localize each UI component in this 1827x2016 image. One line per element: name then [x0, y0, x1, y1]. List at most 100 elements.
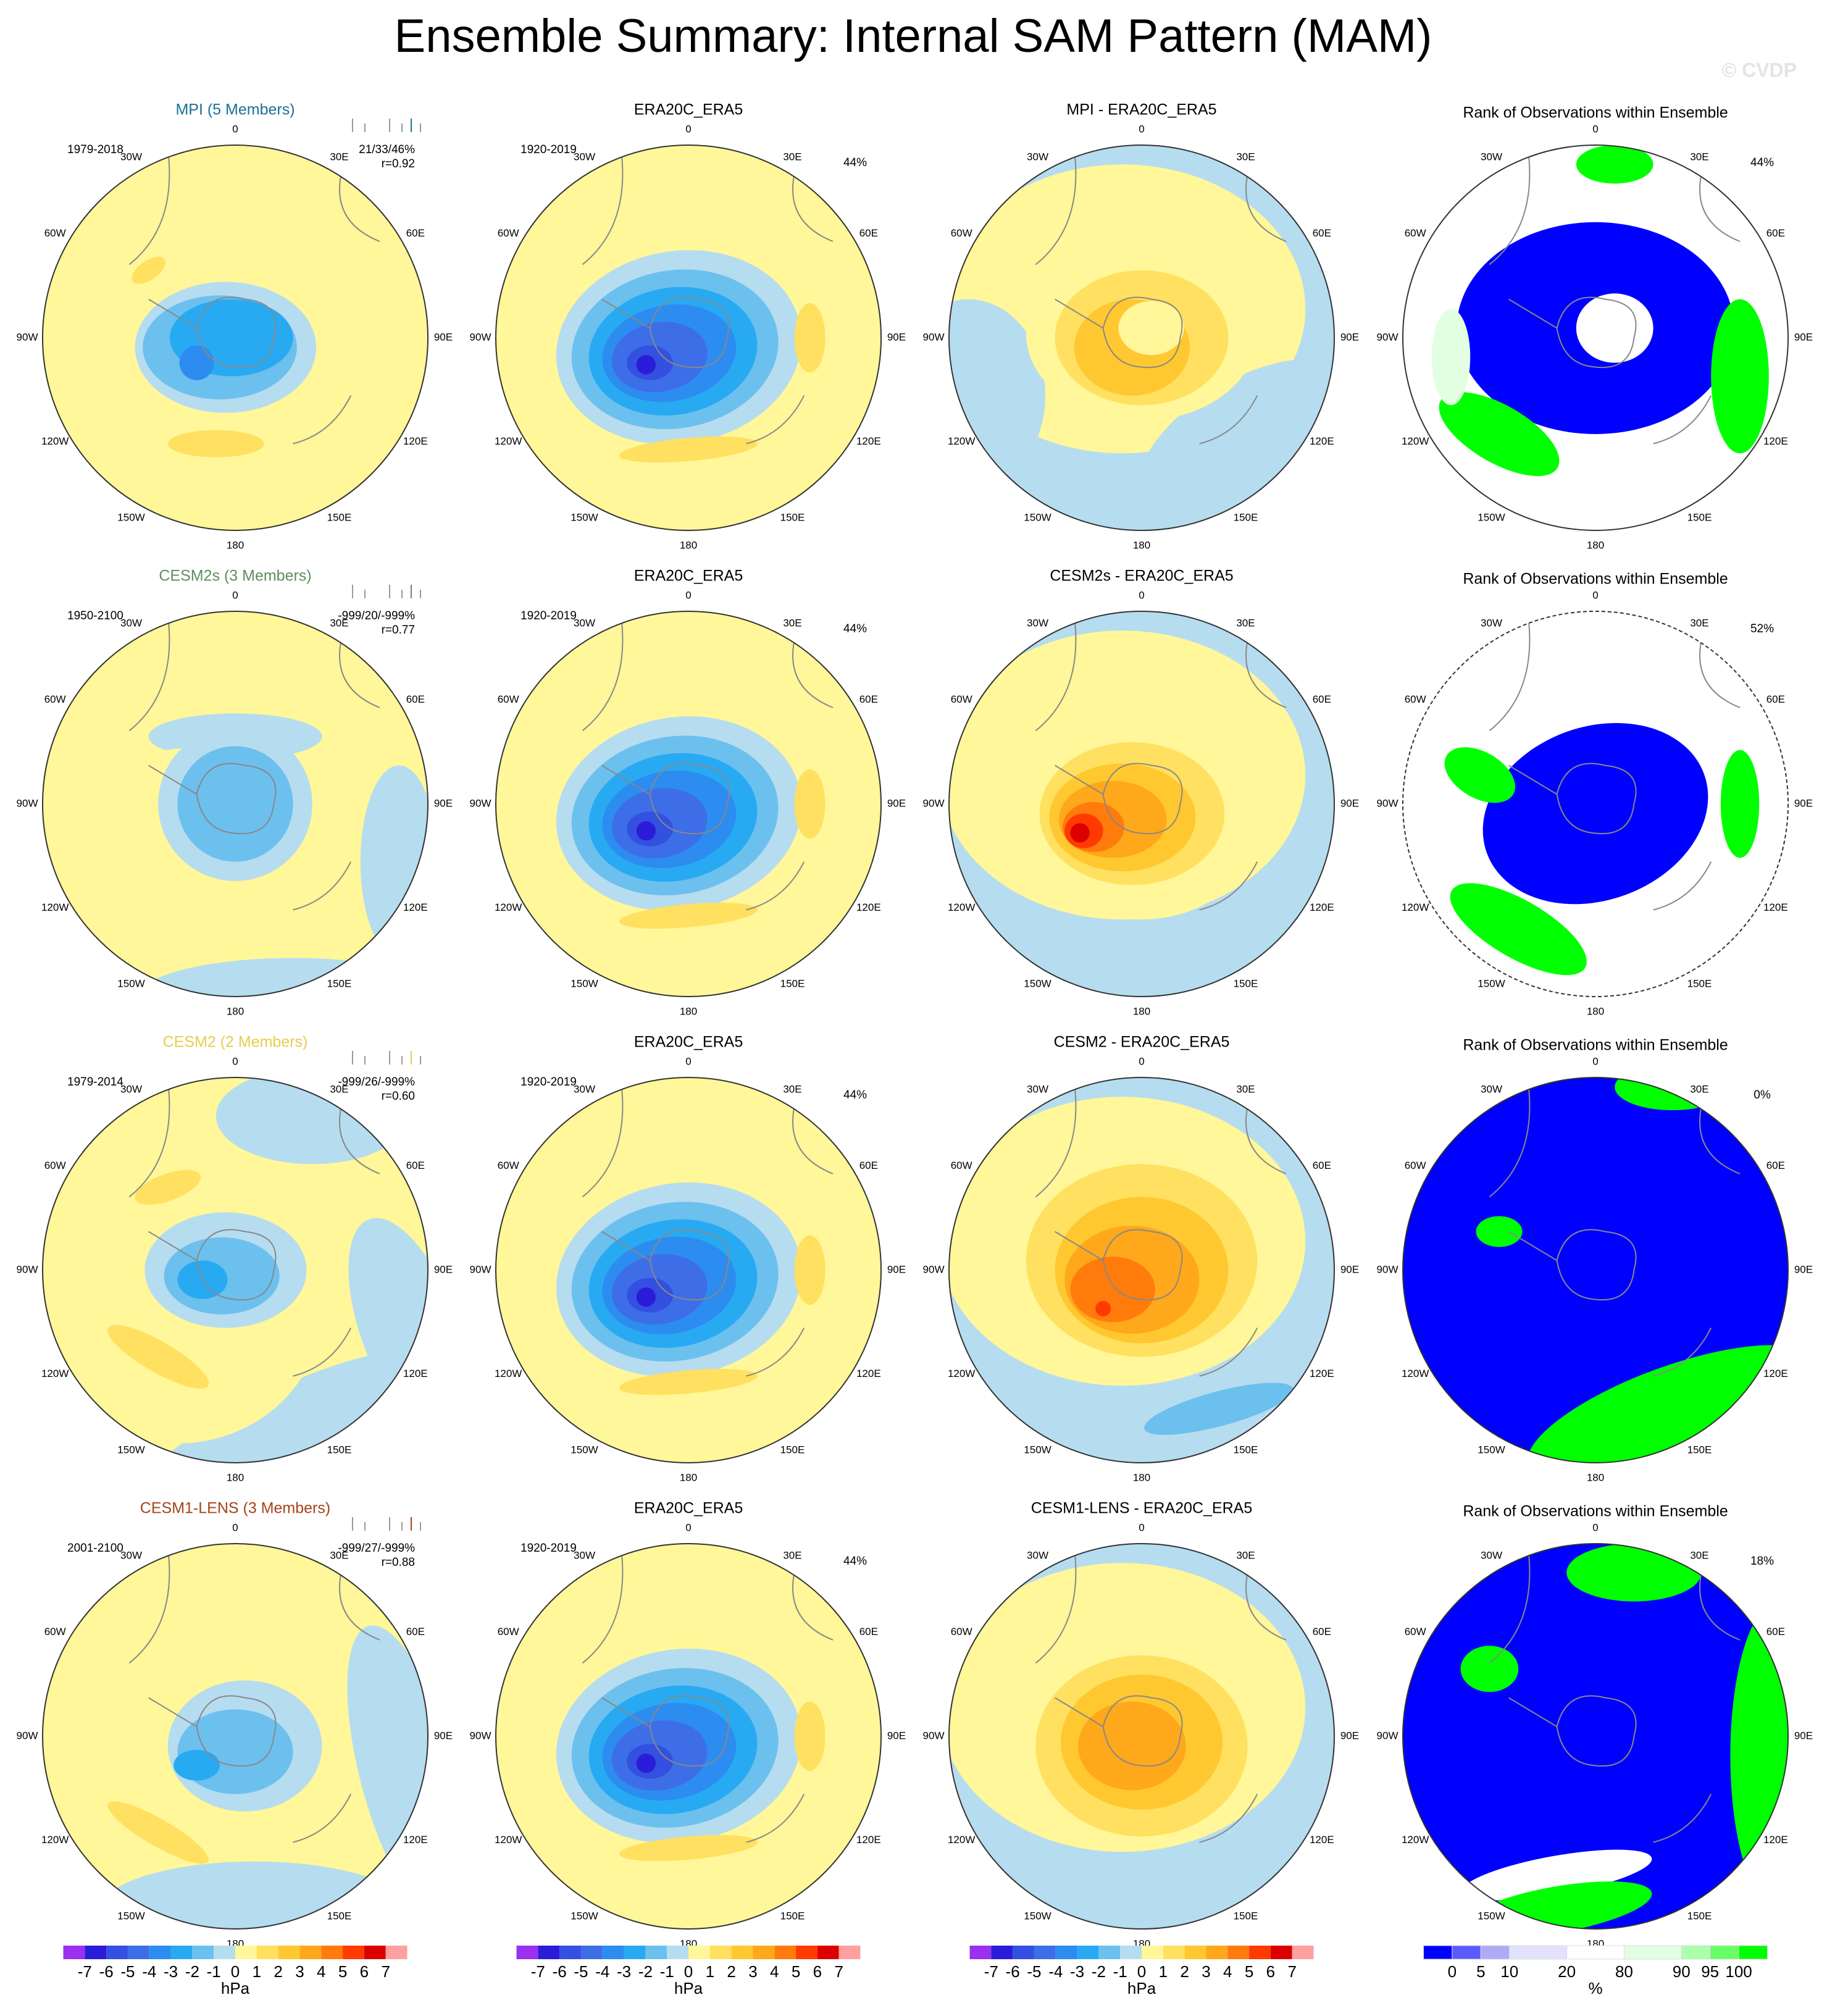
map — [1403, 611, 1788, 997]
colorbar-label: 2 — [727, 1962, 735, 1981]
longitude-label: 60E — [1766, 1626, 1785, 1637]
longitude-label: 0 — [1592, 590, 1598, 601]
longitude-label: 150W — [1478, 511, 1505, 523]
longitude-label: 150E — [1234, 1444, 1258, 1455]
colorbar-label: 5 — [338, 1962, 347, 1981]
longitude-label: 60E — [1766, 693, 1785, 705]
longitude-label: 90E — [434, 1729, 453, 1741]
colorbar-box — [1738, 1945, 1768, 1960]
stats: r=0.60 — [382, 1090, 415, 1103]
longitude-label: 90W — [470, 1729, 491, 1741]
coastline — [128, 1081, 380, 1377]
colorbar-box — [170, 1946, 193, 1959]
colorbar-box — [214, 1946, 235, 1959]
coastline — [582, 1547, 834, 1843]
longitude-label: 90W — [923, 797, 945, 809]
longitude-label: 30W — [574, 151, 595, 163]
colorbar-label: 10 — [1500, 1962, 1518, 1981]
longitude-label: 60W — [951, 693, 972, 705]
colorbar-label: 20 — [1558, 1962, 1576, 1981]
longitude-label: 120E — [1310, 901, 1334, 913]
longitude-label: 30W — [1481, 617, 1502, 629]
field-region — [1730, 1601, 1788, 1910]
coastline — [601, 296, 730, 369]
longitude-label: 120E — [1763, 901, 1788, 913]
longitude-label: 150E — [327, 1444, 352, 1455]
map-border — [495, 144, 882, 531]
longitude-label: 180 — [227, 1471, 244, 1483]
longitude-label: 0 — [685, 1522, 691, 1534]
longitude-label: 30E — [1236, 151, 1255, 163]
credit: © CVDP — [1722, 59, 1797, 81]
colorbar-box — [817, 1946, 839, 1959]
colorbar-label: 4 — [770, 1962, 779, 1981]
longitude-label: 30E — [1690, 617, 1708, 629]
colorbar-box — [235, 1946, 257, 1959]
longitude-label: 150W — [1024, 977, 1051, 989]
longitude-label: 120W — [495, 1368, 522, 1379]
stats: -999/27/-999% — [338, 1542, 415, 1555]
longitude-label: 30W — [574, 1550, 595, 1562]
longitude-label: 30E — [783, 617, 801, 629]
longitude-label: 150E — [1687, 1444, 1712, 1455]
panel-title: Rank of Observations within Ensemble — [1463, 1037, 1728, 1054]
field-region — [1095, 1300, 1111, 1316]
map-border — [948, 611, 1335, 997]
colorbar-box — [1423, 1945, 1453, 1960]
field-region — [1461, 1849, 1652, 1901]
colorbar-box — [624, 1946, 646, 1959]
longitude-label: 30E — [1236, 1550, 1255, 1562]
percent: 52% — [1750, 622, 1774, 635]
longitude-label: 180 — [1133, 1471, 1150, 1483]
colorbar-box — [106, 1946, 128, 1959]
longitude-label: 150W — [1024, 511, 1051, 523]
stats: 21/33/46% — [359, 143, 415, 156]
longitude-label: 90E — [434, 331, 453, 343]
longitude-label: 150W — [117, 511, 144, 523]
longitude-label: 30W — [574, 617, 595, 629]
longitude-label: 120E — [1310, 1834, 1334, 1846]
panel-title: ERA20C_ERA5 — [634, 567, 743, 585]
longitude-label: 60W — [1405, 693, 1426, 705]
longitude-label: 60E — [859, 693, 878, 705]
field-region — [360, 765, 428, 958]
field-region — [794, 303, 826, 373]
field-region — [132, 256, 165, 284]
longitude-label: 60E — [859, 227, 878, 239]
coastline — [1508, 1229, 1637, 1301]
coastline — [1035, 149, 1287, 445]
longitude-label: 150W — [1478, 977, 1505, 989]
map-border — [495, 1077, 882, 1463]
longitude-label: 120W — [1402, 901, 1429, 913]
coastline — [1055, 763, 1183, 835]
longitude-label: 120E — [1763, 435, 1788, 447]
longitude-label: 90E — [1340, 797, 1359, 809]
colorbar-box — [385, 1946, 408, 1959]
colorbar-box — [192, 1946, 214, 1959]
colorbar-box — [1509, 1945, 1568, 1960]
field-region — [636, 821, 656, 841]
coastline — [582, 149, 834, 445]
colorbar-label: 3 — [748, 1962, 757, 1981]
years: 2001-2100 — [67, 1542, 123, 1555]
longitude-label: 150E — [1687, 977, 1712, 989]
colorbar-label: -6 — [99, 1962, 114, 1981]
colorbar-box — [796, 1946, 817, 1959]
field-region — [619, 1368, 758, 1395]
longitude-label: 30W — [574, 1084, 595, 1095]
longitude-label: 30W — [120, 1550, 142, 1562]
field-region — [619, 902, 758, 929]
panel-title: CESM1-LENS - ERA20C_ERA5 — [1031, 1500, 1252, 1517]
longitude-label: 150W — [1478, 1910, 1505, 1922]
longitude-label: 30W — [120, 617, 142, 629]
field-region — [134, 1349, 428, 1463]
longitude-label: 0 — [1139, 1522, 1144, 1534]
colorbar-box — [1681, 1945, 1711, 1960]
coastline — [582, 1081, 834, 1377]
longitude-label: 120W — [948, 1834, 975, 1846]
longitude-label: 150E — [1234, 1910, 1258, 1922]
longitude-label: 120W — [948, 435, 975, 447]
longitude-label: 30E — [330, 1550, 348, 1562]
panel-title: MPI (5 Members) — [175, 101, 295, 119]
longitude-label: 90W — [923, 1263, 945, 1275]
